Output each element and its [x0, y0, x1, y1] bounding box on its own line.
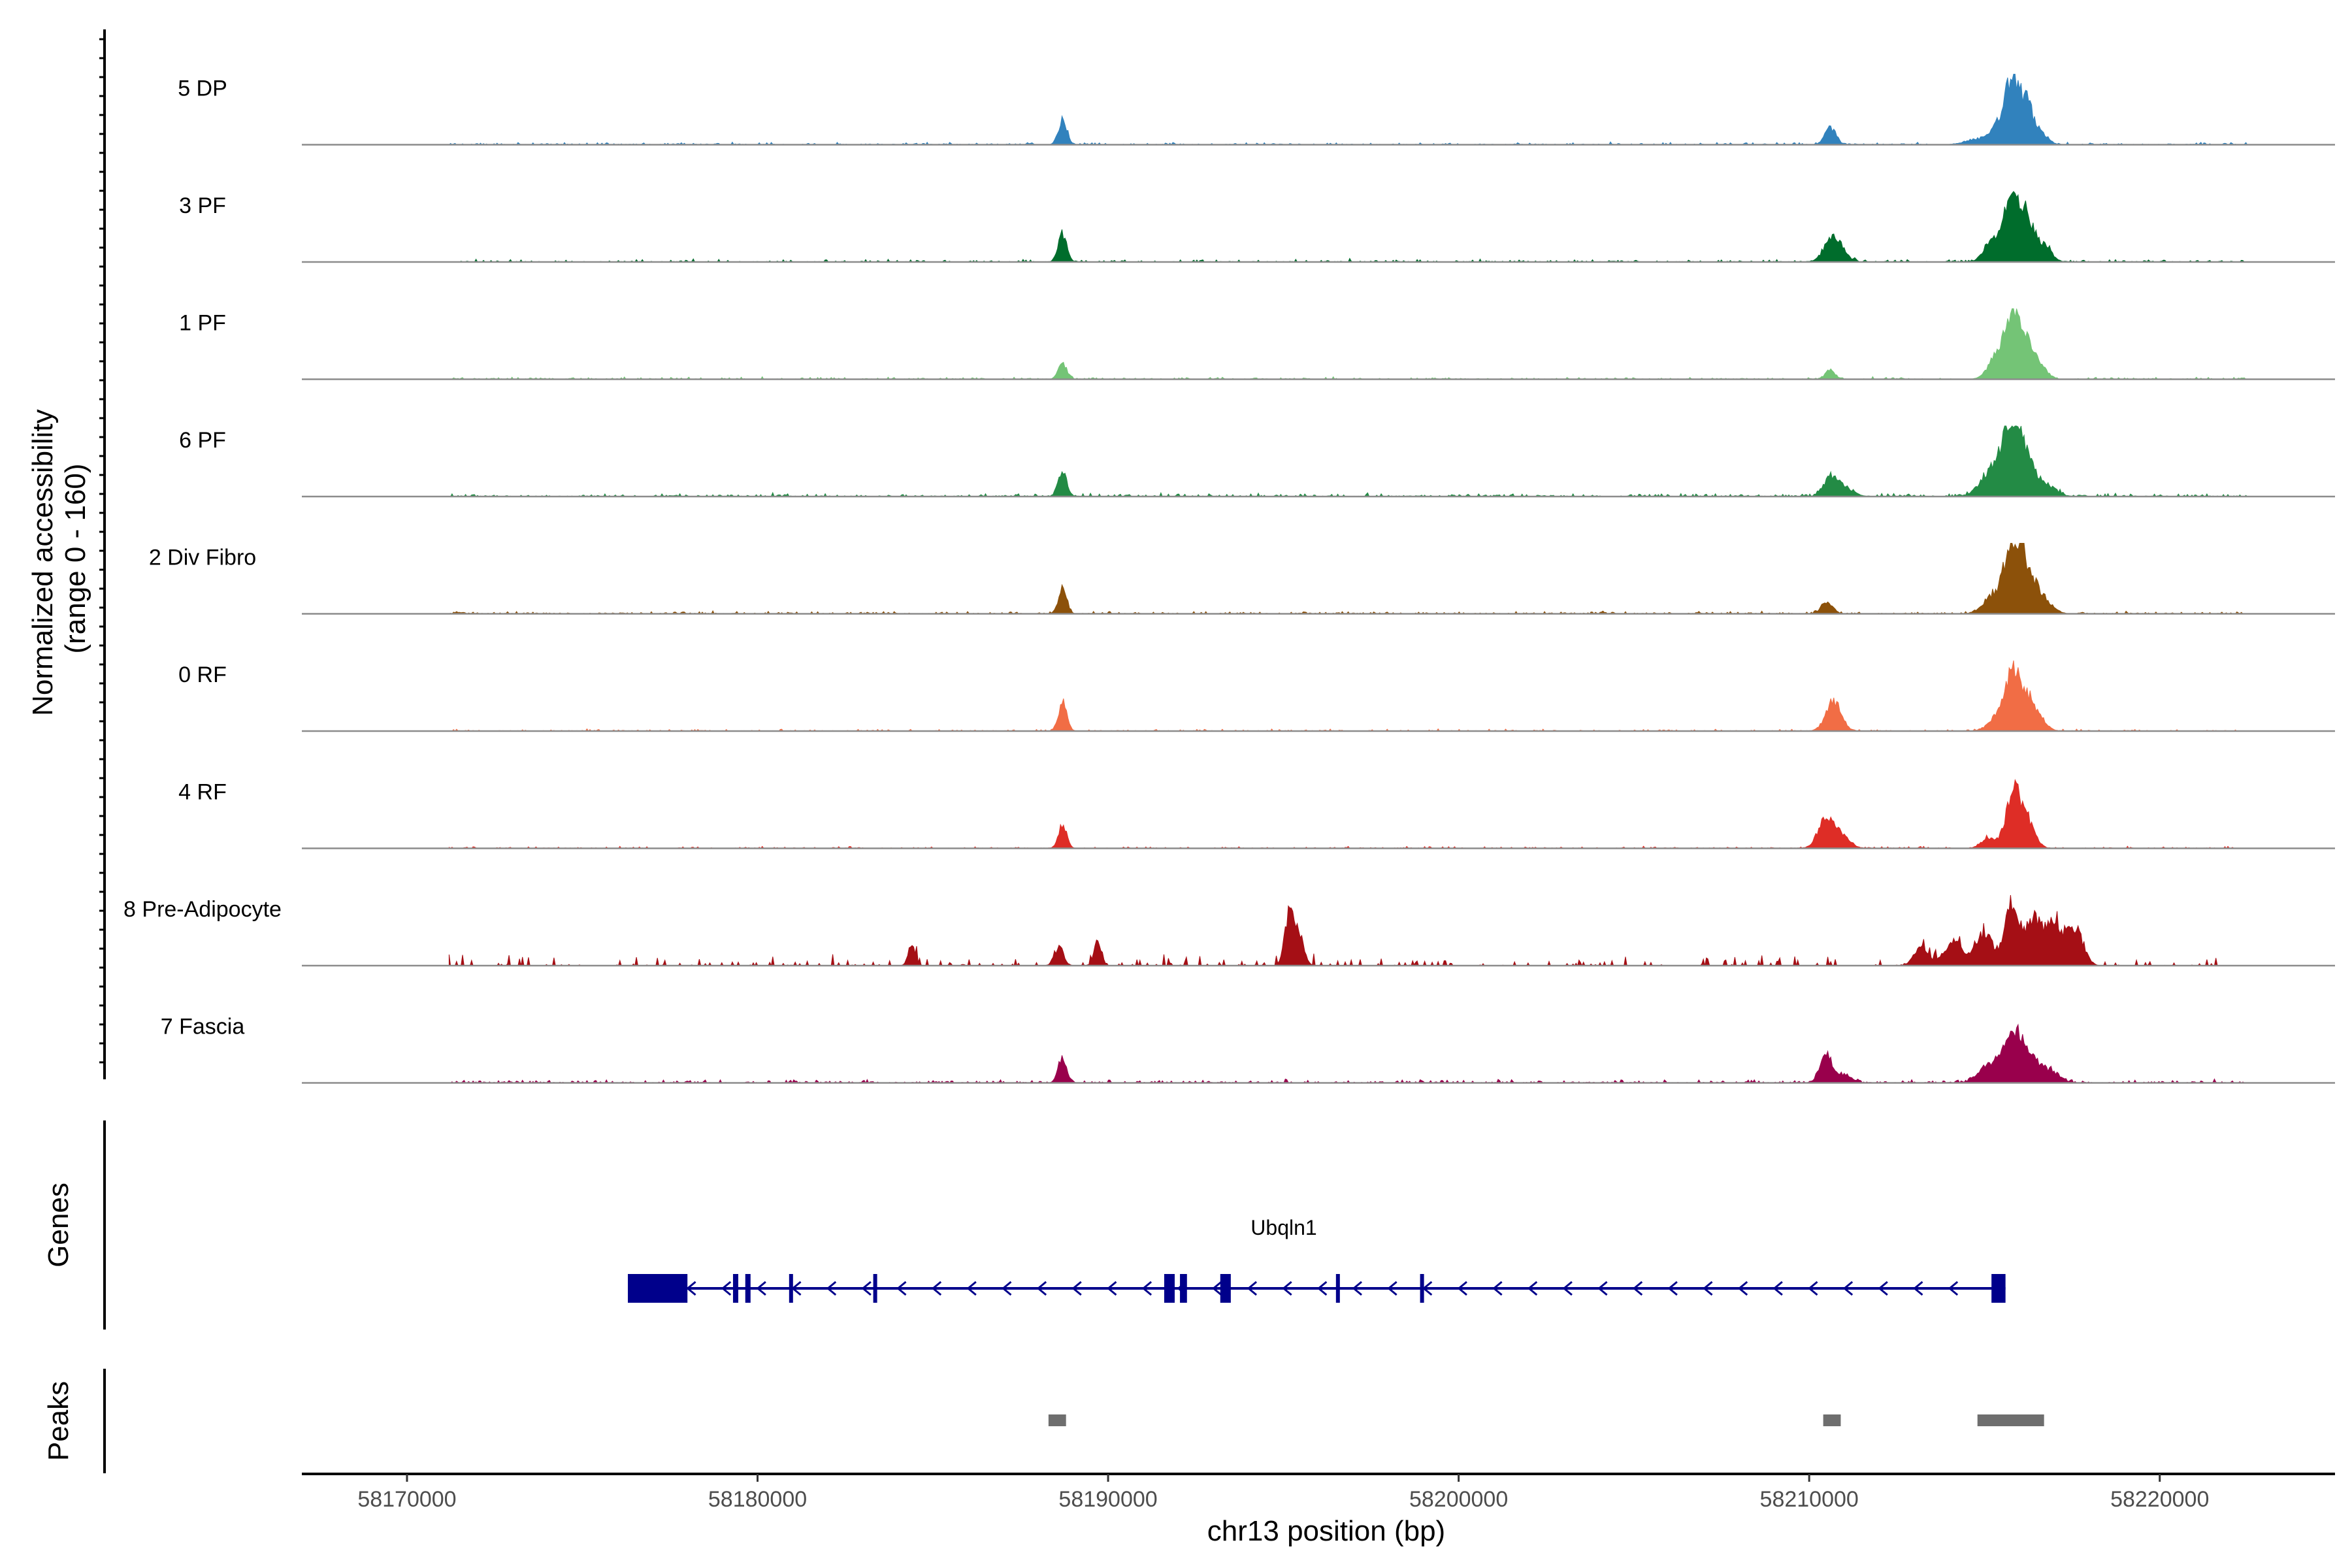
strand-arrow	[1842, 1281, 1854, 1296]
strand-arrow	[1247, 1281, 1258, 1296]
gene-exon	[745, 1274, 751, 1303]
strand-arrow	[1457, 1281, 1467, 1296]
coverage-y-ticks	[99, 38, 105, 1064]
coverage-y-axis-title-line1: Normalized accessibility	[27, 409, 59, 715]
gene-exon	[1220, 1274, 1231, 1303]
strand-arrow	[826, 1281, 837, 1296]
strand-arrow	[931, 1281, 942, 1296]
strand-arrow	[1107, 1281, 1117, 1296]
strand-arrow	[966, 1281, 977, 1296]
strand-arrow	[1913, 1281, 1923, 1296]
genes-panel: Genes Ubqln1	[42, 1120, 2006, 1330]
strand-arrow	[756, 1281, 766, 1296]
track-3-pf: 3 PF	[179, 191, 2335, 263]
strand-arrow	[686, 1281, 696, 1296]
gene-exon	[873, 1274, 877, 1303]
track-5-dp: 5 DP	[178, 74, 2335, 146]
gene-exon	[1180, 1274, 1187, 1303]
track-label: 8 Pre-Adipocyte	[123, 897, 282, 922]
gene-exon	[732, 1274, 739, 1303]
track-4-rf: 4 RF	[178, 779, 2335, 849]
track-label: 2 Div Fibro	[149, 546, 256, 570]
strand-arrow	[1667, 1281, 1678, 1296]
strand-arrow	[1317, 1281, 1328, 1296]
strand-arrow	[1282, 1281, 1292, 1296]
track-6-pf: 6 PF	[179, 425, 2335, 498]
x-axis-title: chr13 position (bp)	[1207, 1515, 1445, 1547]
strand-arrow	[1703, 1281, 1713, 1296]
genes-panel-label: Genes	[42, 1183, 74, 1267]
peak-regions	[1048, 1414, 2044, 1426]
strand-arrow	[861, 1281, 872, 1296]
gene-model-ubqln1	[627, 1274, 2006, 1303]
gene-exon	[1335, 1274, 1340, 1303]
strand-arrow	[1737, 1281, 1748, 1296]
strand-arrow	[896, 1281, 907, 1296]
x-tick-label: 58190000	[1058, 1487, 1157, 1512]
track-1-pf: 1 PF	[179, 308, 2335, 380]
track-label: 6 PF	[179, 428, 226, 453]
track-label: 1 PF	[179, 311, 226, 336]
track-label: 5 DP	[178, 76, 227, 101]
peak-region	[1048, 1414, 1066, 1426]
track-label: 4 RF	[178, 780, 227, 805]
strand-arrow	[1562, 1281, 1573, 1296]
strand-arrow	[1141, 1281, 1152, 1296]
track-2-div-fibro: 2 Div Fibro	[149, 543, 2335, 615]
strand-arrow	[1071, 1281, 1082, 1296]
x-tick-label: 58200000	[1409, 1487, 1508, 1512]
strand-arrow	[1527, 1281, 1538, 1296]
coverage-y-axis-title: Normalized accessibility (range 0 - 160)	[27, 401, 91, 716]
coverage-y-axis-title-line2: (range 0 - 160)	[59, 463, 91, 653]
strand-arrow	[1352, 1281, 1362, 1296]
strand-arrow	[1387, 1281, 1397, 1296]
gene-name-label: Ubqln1	[1250, 1216, 1316, 1239]
track-label: 7 Fascia	[161, 1015, 245, 1039]
track-label: 0 RF	[178, 662, 227, 687]
x-axis: 58170000 58180000 58190000 58200000 58210000…	[302, 1473, 2335, 1547]
coverage-tracks: 5 DP 3 PF 1 PF 6 PF 2 Div Fibro 0 RF 4 RF 8 Pre…	[123, 74, 2335, 1084]
track-label: 3 PF	[179, 193, 226, 218]
strand-arrow	[1808, 1281, 1818, 1296]
strand-arrow	[721, 1281, 732, 1296]
strand-arrow	[1772, 1281, 1783, 1296]
strand-arrow	[1492, 1281, 1503, 1296]
track-7-fascia: 7 Fascia	[161, 1015, 2335, 1084]
x-tick-label: 58210000	[1760, 1487, 1859, 1512]
track-0-rf: 0 RF	[178, 660, 2335, 732]
gene-exon	[1420, 1274, 1424, 1303]
strand-arrow	[1212, 1281, 1222, 1296]
strand-arrow	[1632, 1281, 1643, 1296]
gene-exon	[627, 1274, 688, 1303]
strand-arrow	[1948, 1281, 1959, 1296]
strand-arrow	[1036, 1281, 1047, 1296]
strand-arrow	[1002, 1281, 1012, 1296]
peaks-panel-label: Peaks	[42, 1381, 74, 1461]
strand-arrow	[1878, 1281, 1888, 1296]
x-tick-label: 58180000	[708, 1487, 807, 1512]
x-tick-label: 58220000	[2110, 1487, 2209, 1512]
x-tick-label: 58170000	[357, 1487, 456, 1512]
gene-exon	[789, 1274, 793, 1303]
peaks-panel: Peaks	[42, 1369, 2044, 1473]
gene-exon	[1991, 1274, 2006, 1303]
x-axis-ticks: 58170000 58180000 58190000 58200000 58210000…	[357, 1474, 2209, 1512]
gene-exon	[1164, 1274, 1175, 1303]
peak-region	[1977, 1414, 2044, 1426]
peak-region	[1823, 1414, 1841, 1426]
strand-arrow	[1597, 1281, 1608, 1296]
track-8-pre-adipocyte: 8 Pre-Adipocyte	[123, 894, 2335, 967]
